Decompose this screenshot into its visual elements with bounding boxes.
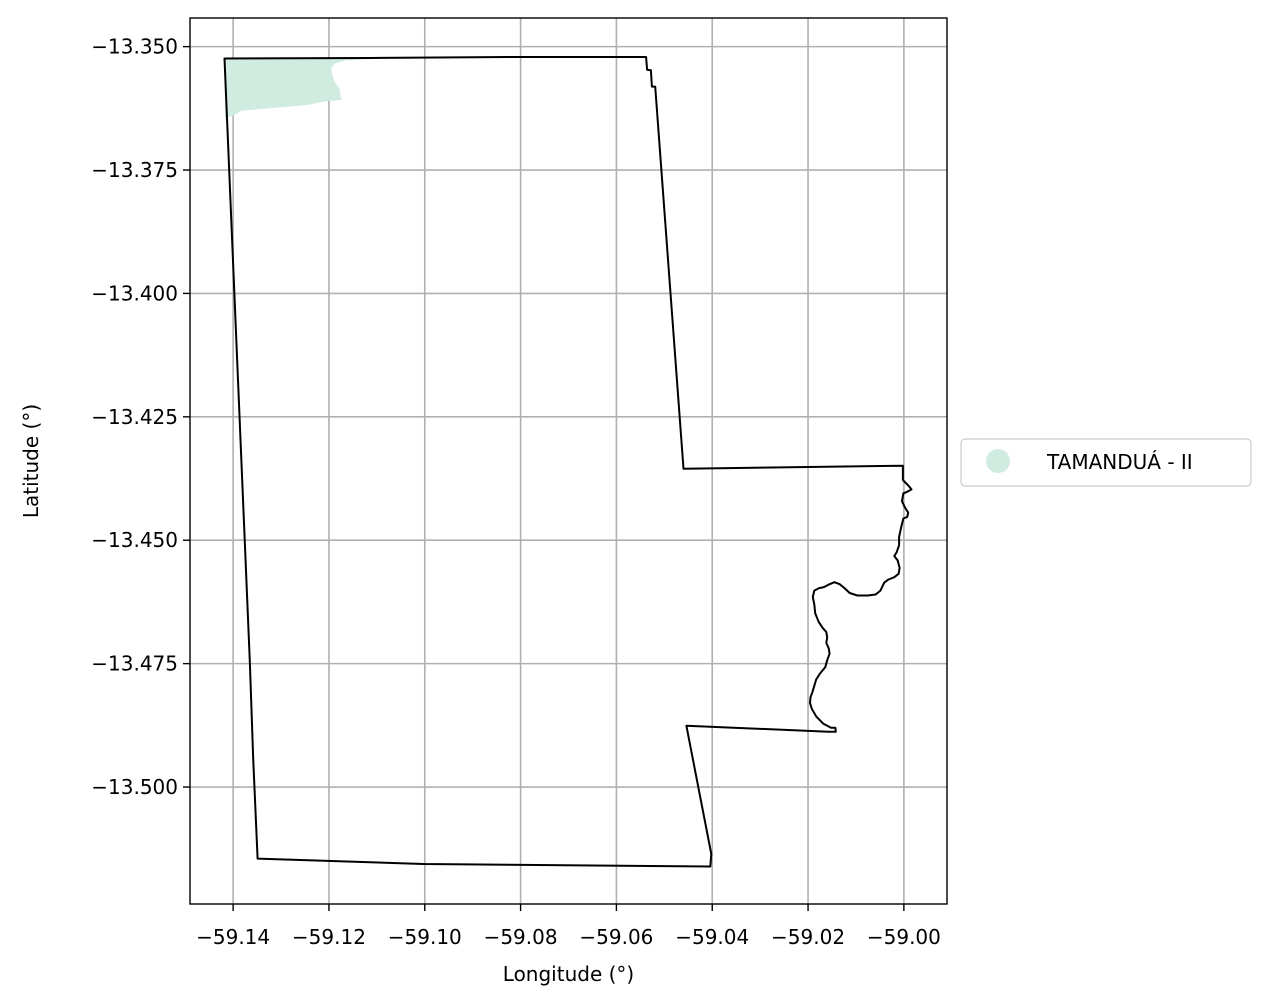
boundary-layer (223, 56, 913, 868)
y-tick-label: −13.475 (91, 652, 178, 676)
x-tick-label: −59.14 (196, 925, 270, 949)
legend-frame (960, 438, 1252, 487)
x-tick-label: −59.08 (484, 925, 558, 949)
y-tick-label: −13.375 (91, 158, 178, 182)
x-tick-label: −59.12 (292, 925, 366, 949)
legend-marker (986, 449, 1010, 473)
legend: TAMANDUÁ - II (960, 438, 1252, 487)
x-tick-label: −59.04 (675, 925, 749, 949)
y-tick-label: −13.500 (91, 775, 178, 799)
x-tick-label: −59.10 (388, 925, 462, 949)
map-shapes (224, 57, 370, 119)
y-tick-label: −13.450 (91, 528, 178, 552)
y-tick-label: −13.400 (91, 281, 178, 305)
y-tick-label: −13.425 (91, 405, 178, 429)
shape-tamandua-ii (224, 57, 370, 119)
y-axis: −13.350 −13.375 −13.400 −13.425 −13.450 −13.4… (91, 35, 190, 799)
plot-frame (189, 17, 948, 905)
x-axis-label: Longitude (°) (503, 962, 634, 986)
legend-label: TAMANDUÁ - II (1046, 450, 1193, 474)
x-tick-label: −59.02 (771, 925, 845, 949)
y-axis-label: Latitude (°) (19, 404, 43, 518)
x-tick-label: −59.06 (579, 925, 653, 949)
x-axis: −59.14 −59.12 −59.10 −59.08 −59.06 −59.04 −59.… (196, 904, 941, 949)
y-tick-label: −13.350 (91, 35, 178, 59)
x-tick-label: −59.00 (867, 925, 941, 949)
grid-lines (190, 18, 947, 904)
municipality-boundary (223, 56, 913, 868)
